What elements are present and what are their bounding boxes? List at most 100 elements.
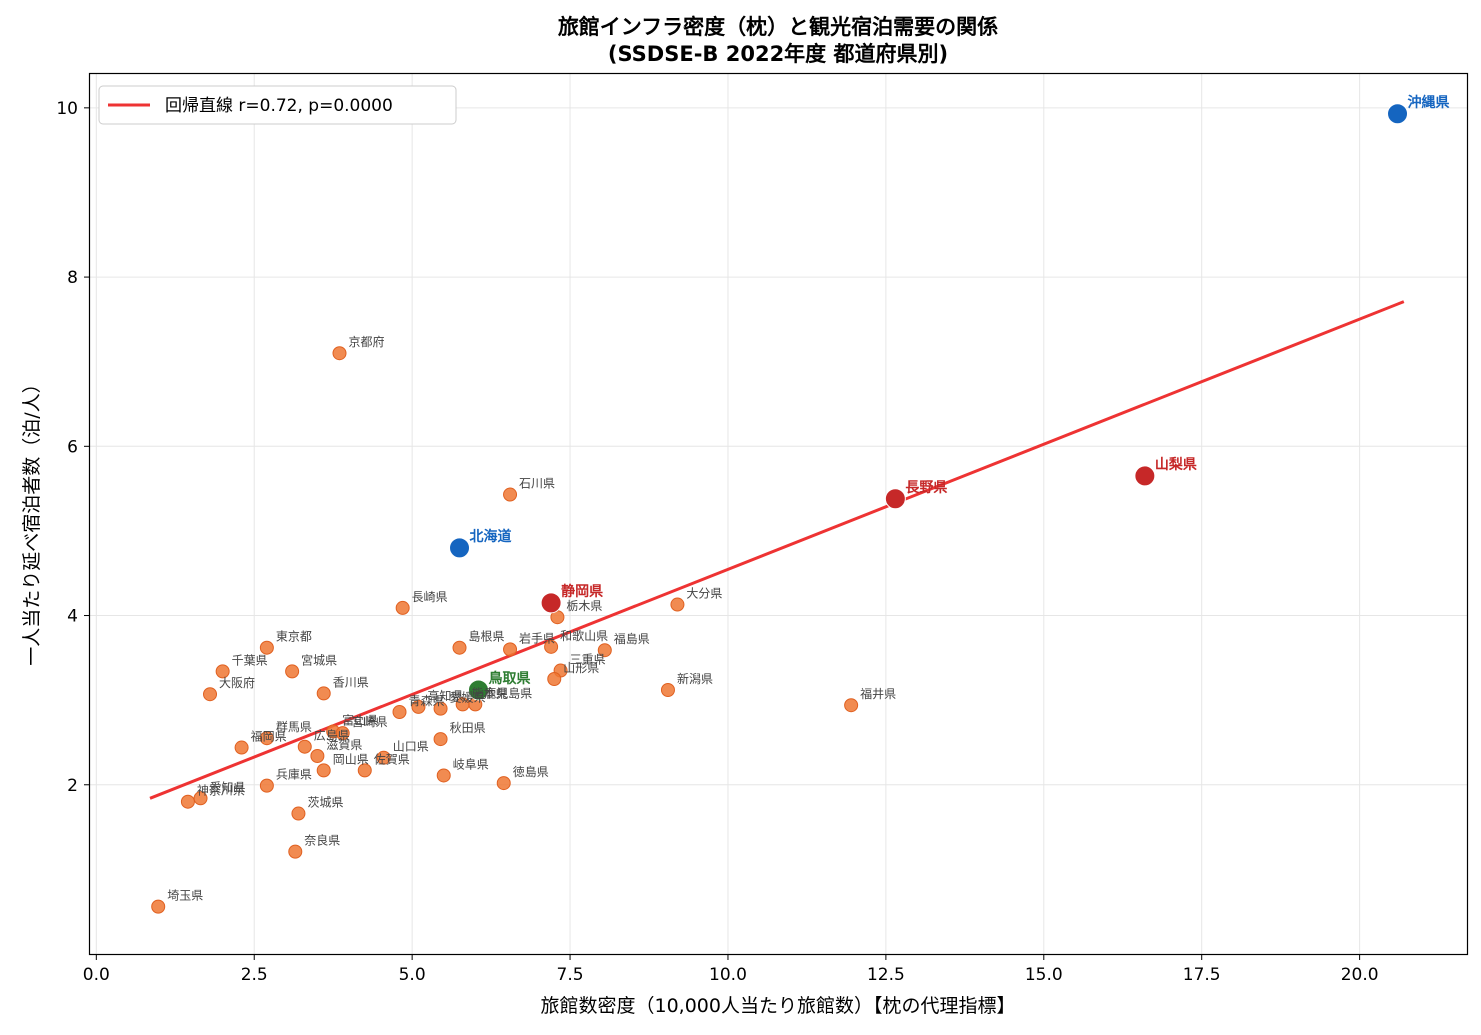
data-point: [544, 639, 559, 654]
data-point-label: 岩手県: [519, 630, 555, 645]
data-point-label: 山口県: [393, 740, 429, 754]
data-point-label: 宮城県: [301, 652, 337, 667]
chart-title-line2: (SSDSE-B 2022年度 都道府県別): [608, 42, 948, 66]
data-point-label: 兵庫県: [276, 768, 312, 782]
data-point: [310, 749, 325, 763]
regression-line-group: [149, 300, 1405, 800]
data-point-label: 山形県: [563, 661, 599, 675]
data-point: [503, 642, 518, 657]
data-point-label: 広島県: [314, 728, 350, 743]
y-tick-label: 2: [67, 776, 78, 796]
data-point-label: 香川県: [333, 675, 369, 689]
data-point-label: 山梨県: [1155, 456, 1197, 473]
data-point: [884, 488, 906, 510]
data-point-label: 富山県: [342, 712, 378, 727]
data-point-label: 茨城県: [307, 796, 343, 810]
data-point-label: 新潟県: [677, 671, 713, 686]
data-point: [540, 592, 562, 614]
data-point: [234, 740, 249, 755]
data-point-label: 岐阜県: [453, 757, 489, 771]
data-point: [1134, 465, 1156, 487]
legend-box: [98, 85, 457, 125]
data-point: [215, 664, 230, 679]
data-point-label: 熊本県: [472, 685, 508, 700]
data-point-label: 栃木県: [566, 599, 602, 613]
data-point: [547, 672, 562, 686]
data-point-label: 大分県: [686, 587, 722, 601]
data-point-label: 鹿児島県: [484, 685, 532, 700]
data-point: [376, 750, 391, 765]
x-tick-label: 20.0: [1341, 965, 1379, 985]
data-point: [660, 683, 675, 697]
data-point: [316, 686, 331, 701]
data-point: [285, 664, 300, 679]
data-point-label: 秋田県: [450, 721, 486, 735]
data-point: [316, 763, 331, 778]
data-point: [392, 705, 407, 719]
data-point-label: 長野県: [905, 480, 947, 496]
data-point: [291, 806, 306, 821]
x-axis-label: 旅館数密度（10,000人当たり旅館数）【枕の代理指標】: [541, 995, 1016, 1017]
x-tick-label: 7.5: [557, 965, 584, 985]
data-point: [597, 643, 612, 658]
data-point: [193, 791, 208, 806]
data-point-label: 千葉県: [232, 653, 268, 667]
data-point: [297, 739, 312, 754]
data-point: [452, 640, 467, 655]
data-point: [151, 899, 166, 914]
data-point-label: 鳥取県: [488, 670, 530, 687]
data-point-label: 愛媛県: [450, 691, 486, 705]
x-tick-label: 12.5: [867, 965, 905, 985]
data-point-label: 福島県: [614, 631, 650, 646]
data-point: [433, 732, 448, 747]
data-point-label: 青森県: [409, 693, 445, 708]
data-point: [467, 679, 489, 701]
data-point: [496, 776, 511, 791]
data-point: [1387, 103, 1409, 125]
x-tick-label: 2.5: [241, 965, 268, 985]
chart-title-line1: 旅館インフラ密度（枕）と観光宿泊需要の関係: [558, 15, 998, 39]
data-point: [180, 794, 195, 809]
y-axis-label: 一人当たり延べ宿泊者数（泊/人）: [21, 374, 43, 665]
data-point: [259, 778, 274, 793]
data-point: [357, 763, 372, 778]
data-point-label: 滋賀県: [326, 738, 362, 752]
data-point-label: 福岡県: [251, 729, 287, 744]
data-point-label: 神奈川県: [197, 784, 245, 798]
x-tick-label: 10.0: [709, 965, 747, 985]
y-tick-label: 4: [67, 607, 78, 627]
data-points: [151, 103, 1409, 914]
data-point-label: 福井県: [860, 686, 896, 701]
data-point: [288, 844, 303, 859]
data-point-label: 石川県: [519, 477, 555, 491]
data-point: [433, 701, 448, 716]
data-point-label: 群馬県: [276, 720, 312, 734]
data-point-label: 和歌山県: [560, 628, 608, 643]
y-tick-label: 8: [67, 268, 78, 288]
data-point: [203, 687, 218, 702]
x-tick-label: 17.5: [1183, 965, 1221, 985]
data-point-label: 静岡県: [561, 583, 603, 600]
x-axis-ticks: 0.0 2.5 5.0 7.5 10.0 12.5 15.0 17.5 20.0: [83, 954, 1379, 985]
data-point: [503, 487, 518, 502]
grid-lines: [90, 74, 1467, 954]
data-point: [335, 726, 350, 741]
data-point-label: 奈良県: [304, 833, 340, 848]
data-point: [411, 699, 426, 714]
y-tick-label: 6: [67, 437, 78, 457]
data-point: [332, 346, 347, 361]
data-point-label: 埼玉県: [167, 889, 203, 903]
data-point-label: 北海道: [470, 528, 512, 545]
data-point: [844, 698, 859, 713]
data-point: [259, 731, 274, 746]
x-tick-label: 5.0: [399, 965, 426, 985]
y-tick-label: 10: [56, 99, 78, 119]
data-point-label: 高知県: [427, 688, 463, 703]
data-point: [449, 537, 471, 559]
data-point-label: 岡山県: [333, 752, 369, 766]
x-tick-label: 0.0: [83, 965, 110, 985]
y-axis-ticks: 2 4 6 8 10: [56, 99, 90, 796]
plot-frame: [88, 72, 1469, 956]
data-point: [670, 597, 685, 612]
